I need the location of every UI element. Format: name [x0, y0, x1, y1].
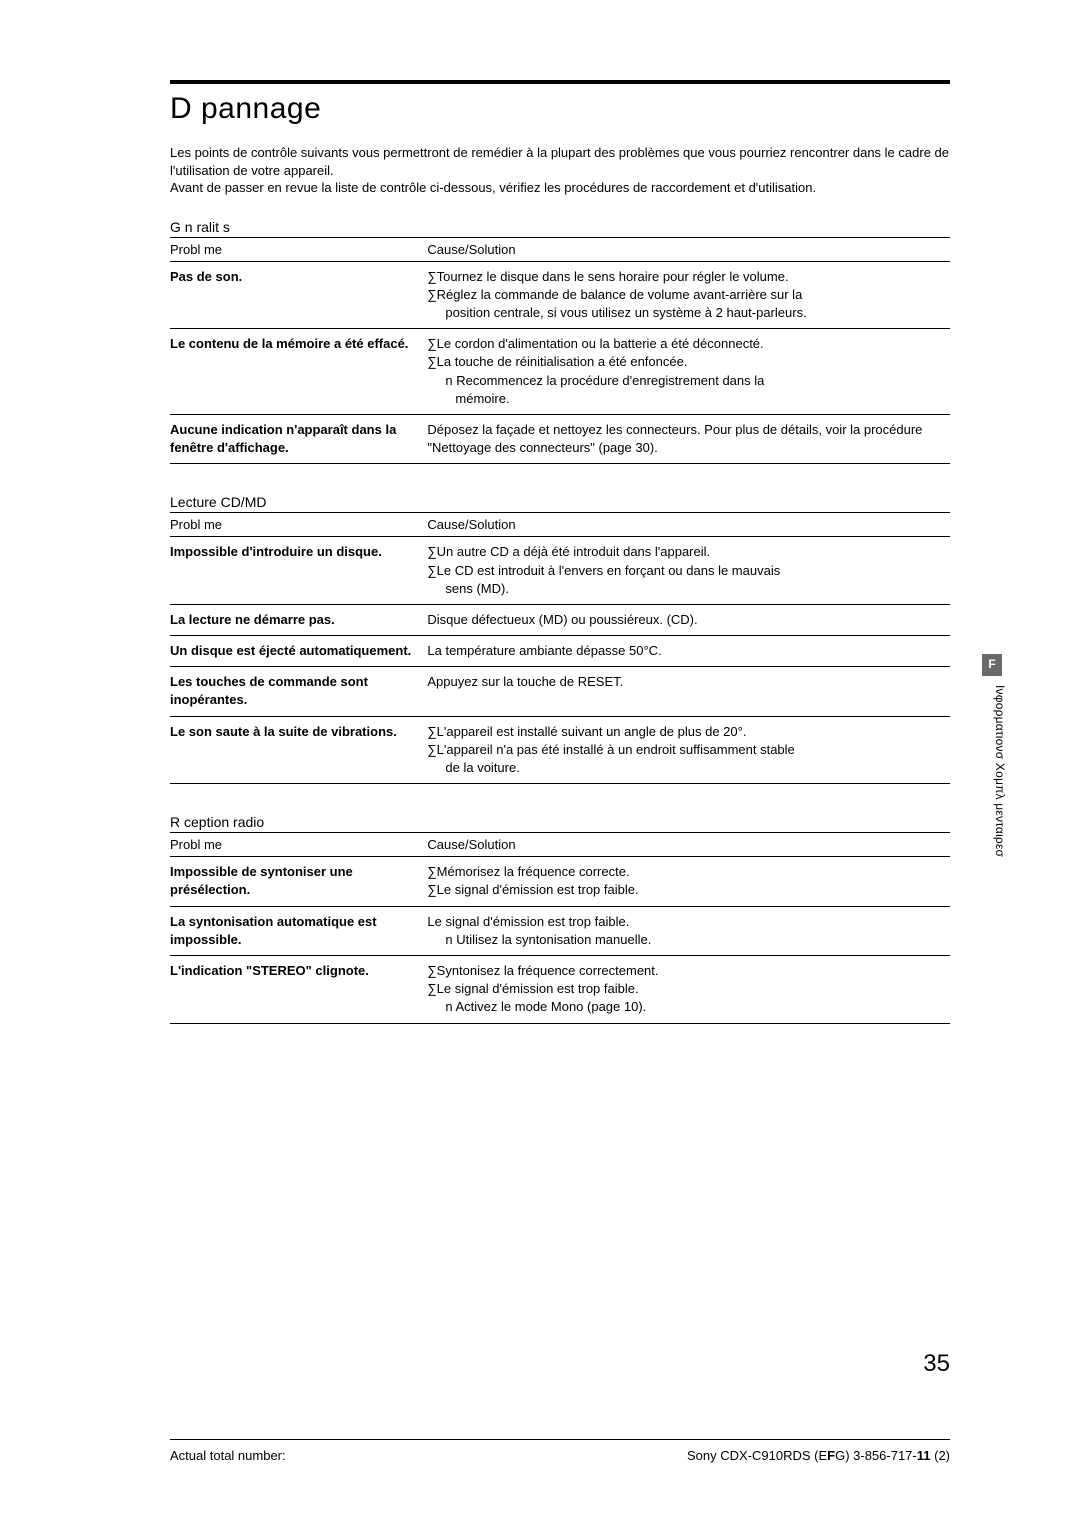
cell-solution: ∑Syntonisez la fréquence correctement. ∑… [427, 955, 950, 1023]
cell-problem: Pas de son. [170, 261, 427, 329]
intro-line1: Les points de contrôle suivants vous per… [170, 145, 949, 178]
cell-solution: Appuyez sur la touche de RESET. [427, 667, 950, 716]
table-row: Un disque est éjecté automatiquement. La… [170, 636, 950, 667]
th-problem: Probl me [170, 237, 427, 261]
cell-solution: La température ambiante dépasse 50°C. [427, 636, 950, 667]
table-row: Le son saute à la suite de vibrations. ∑… [170, 716, 950, 784]
table-row: Le contenu de la mémoire a été effacé. ∑… [170, 329, 950, 415]
table-lecture: Probl me Cause/Solution Impossible d'int… [170, 512, 950, 784]
table-row: Les touches de commande sont inopérantes… [170, 667, 950, 716]
cell-solution: ∑Mémorisez la fréquence correcte. ∑Le si… [427, 857, 950, 906]
cell-problem: Un disque est éjecté automatiquement. [170, 636, 427, 667]
cell-problem: Impossible d'introduire un disque. [170, 537, 427, 605]
cell-problem: Les touches de commande sont inopérantes… [170, 667, 427, 716]
table-row: Impossible de syntoniser une présélectio… [170, 857, 950, 906]
side-vertical-text: Ινφορματιονσ Χομπλ μενταιρεσ [993, 685, 1007, 915]
table-row: La syntonisation automatique est impossi… [170, 906, 950, 955]
cell-solution: ∑Un autre CD a déjà été introduit dans l… [427, 537, 950, 605]
th-solution: Cause/Solution [427, 237, 950, 261]
th-problem: Probl me [170, 833, 427, 857]
table-row: L'indication "STEREO" clignote. ∑Syntoni… [170, 955, 950, 1023]
title-rule [170, 80, 950, 84]
th-solution: Cause/Solution [427, 513, 950, 537]
table-row: Aucune indication n'apparaît dans la fen… [170, 414, 950, 463]
cell-problem: Impossible de syntoniser une présélectio… [170, 857, 427, 906]
cell-problem: Le contenu de la mémoire a été effacé. [170, 329, 427, 415]
side-tab: F [982, 654, 1002, 676]
cell-problem: L'indication "STEREO" clignote. [170, 955, 427, 1023]
table-row: Impossible d'introduire un disque. ∑Un a… [170, 537, 950, 605]
table-row: Pas de son. ∑Tournez le disque dans le s… [170, 261, 950, 329]
cell-solution: ∑Le cordon d'alimentation ou la batterie… [427, 329, 950, 415]
section-label-reception: R ception radio [170, 814, 950, 830]
page-number: 35 [923, 1350, 950, 1378]
cell-problem: Le son saute à la suite de vibrations. [170, 716, 427, 784]
cell-problem: La lecture ne démarre pas. [170, 604, 427, 635]
table-row: La lecture ne démarre pas. Disque défect… [170, 604, 950, 635]
table-reception: Probl me Cause/Solution Impossible de sy… [170, 832, 950, 1023]
cell-solution: Déposez la façade et nettoyez les connec… [427, 414, 950, 463]
cell-solution: Le signal d'émission est trop faible. n … [427, 906, 950, 955]
intro-line2: Avant de passer en revue la liste de con… [170, 180, 816, 195]
footer-right: Sony CDX-C910RDS (EFG) 3-856-717-11 (2) [687, 1448, 950, 1463]
section-label-general: G n ralit s [170, 219, 950, 235]
cell-solution: Disque défectueux (MD) ou poussiéreux. (… [427, 604, 950, 635]
footer: Actual total number: Sony CDX-C910RDS (E… [170, 1439, 950, 1463]
footer-left: Actual total number: [170, 1448, 286, 1463]
cell-problem: La syntonisation automatique est impossi… [170, 906, 427, 955]
th-problem: Probl me [170, 513, 427, 537]
table-general: Probl me Cause/Solution Pas de son. ∑Tou… [170, 237, 950, 465]
cell-solution: ∑Tournez le disque dans le sens horaire … [427, 261, 950, 329]
page-title: D pannage [170, 92, 950, 126]
cell-solution: ∑L'appareil est installé suivant un angl… [427, 716, 950, 784]
cell-problem: Aucune indication n'apparaît dans la fen… [170, 414, 427, 463]
section-label-lecture: Lecture CD/MD [170, 494, 950, 510]
th-solution: Cause/Solution [427, 833, 950, 857]
intro-text: Les points de contrôle suivants vous per… [170, 144, 950, 197]
